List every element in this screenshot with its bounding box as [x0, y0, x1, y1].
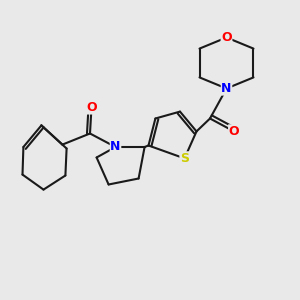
Text: S: S — [180, 152, 189, 165]
Text: O: O — [86, 101, 97, 114]
Text: O: O — [221, 31, 232, 44]
Text: N: N — [221, 82, 232, 95]
Text: O: O — [229, 125, 239, 138]
Text: N: N — [110, 140, 121, 154]
